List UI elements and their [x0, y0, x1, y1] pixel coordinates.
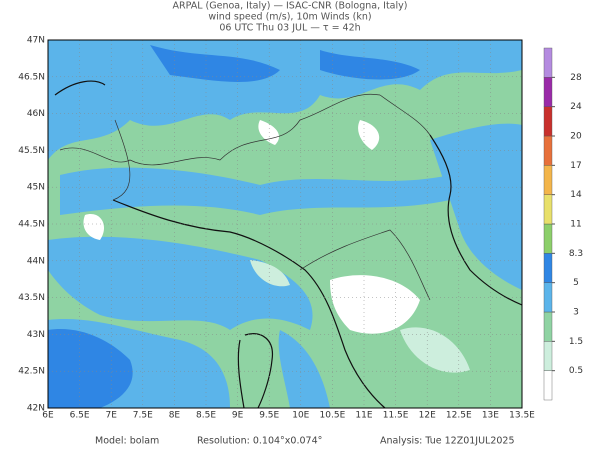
- lat-label: 47N: [27, 36, 45, 46]
- model-label: Model: bolam: [95, 436, 159, 447]
- colorbar-label: 14: [570, 190, 582, 200]
- lon-label: 13.5E: [509, 411, 535, 421]
- lat-label: 43N: [27, 330, 45, 340]
- colorbar-segment: [543, 47, 553, 78]
- colorbar-segment: [543, 311, 553, 342]
- lat-label: 45.5N: [18, 146, 45, 156]
- colorbar-label: 5: [573, 278, 579, 288]
- resolution-label: Resolution: 0.104°x0.074°: [197, 436, 322, 447]
- colorbar-segment: [543, 135, 553, 166]
- lat-label: 44N: [27, 256, 45, 266]
- lon-label: 11.5E: [383, 411, 409, 421]
- lon-label: 8E: [169, 411, 181, 421]
- colorbar: 0.5 1.5 3 5 8.3 11 14 17 20 24 28: [543, 47, 583, 401]
- title-line: ARPAL (Genoa, Italy) — ISAC-CNR (Bologna…: [173, 1, 408, 12]
- wind-field: [48, 40, 522, 408]
- analysis-label: Analysis: Tue 12Z01JUL2025: [380, 436, 515, 447]
- colorbar-label: 20: [570, 132, 582, 142]
- colorbar-segment: [543, 77, 553, 107]
- lon-label: 12E: [419, 411, 436, 421]
- colorbar-segment: [543, 370, 553, 401]
- colorbar-label: 28: [570, 73, 582, 83]
- lon-label: 11E: [355, 411, 372, 421]
- lon-label: 9E: [232, 411, 244, 421]
- colorbar-segment: [543, 341, 553, 371]
- lat-label: 45N: [27, 183, 45, 193]
- map-frame: [47, 39, 523, 409]
- colorbar-label: 3: [573, 308, 579, 318]
- lon-label: 7.5E: [133, 411, 153, 421]
- title-line: 06 UTC Thu 03 JUL — τ = 42h: [219, 23, 360, 34]
- lat-label: 44.5N: [18, 220, 45, 230]
- lat-label: 46.5N: [18, 72, 45, 82]
- colorbar-label: 24: [570, 102, 582, 112]
- lat-label: 43.5N: [18, 293, 45, 303]
- lat-label: 42.5N: [18, 367, 45, 377]
- lon-label: 6E: [42, 411, 54, 421]
- colorbar-label: 17: [570, 161, 581, 171]
- colorbar-segment: [543, 165, 553, 195]
- lon-label: 9.5E: [259, 411, 279, 421]
- lon-label: 10E: [292, 411, 309, 421]
- title-line: wind speed (m/s), 10m Winds (kn): [208, 12, 371, 23]
- colorbar-segment: [543, 223, 553, 254]
- lon-label: 12.5E: [446, 411, 472, 421]
- lon-label: 13E: [482, 411, 499, 421]
- colorbar-segment: [543, 194, 553, 225]
- colorbar-label: 1.5: [569, 337, 583, 347]
- lon-label: 6.5E: [70, 411, 90, 421]
- lat-label: 42N: [27, 404, 45, 414]
- lon-label: 8.5E: [196, 411, 216, 421]
- lon-label: 7E: [105, 411, 117, 421]
- colorbar-segment: [543, 106, 553, 137]
- lon-label: 10.5E: [320, 411, 346, 421]
- lat-label: 46N: [27, 109, 45, 119]
- colorbar-label: 8.3: [569, 249, 583, 259]
- colorbar-label: 11: [570, 220, 581, 230]
- colorbar-label: 0.5: [569, 366, 583, 376]
- colorbar-segment: [543, 253, 553, 283]
- colorbar-segment: [543, 282, 553, 313]
